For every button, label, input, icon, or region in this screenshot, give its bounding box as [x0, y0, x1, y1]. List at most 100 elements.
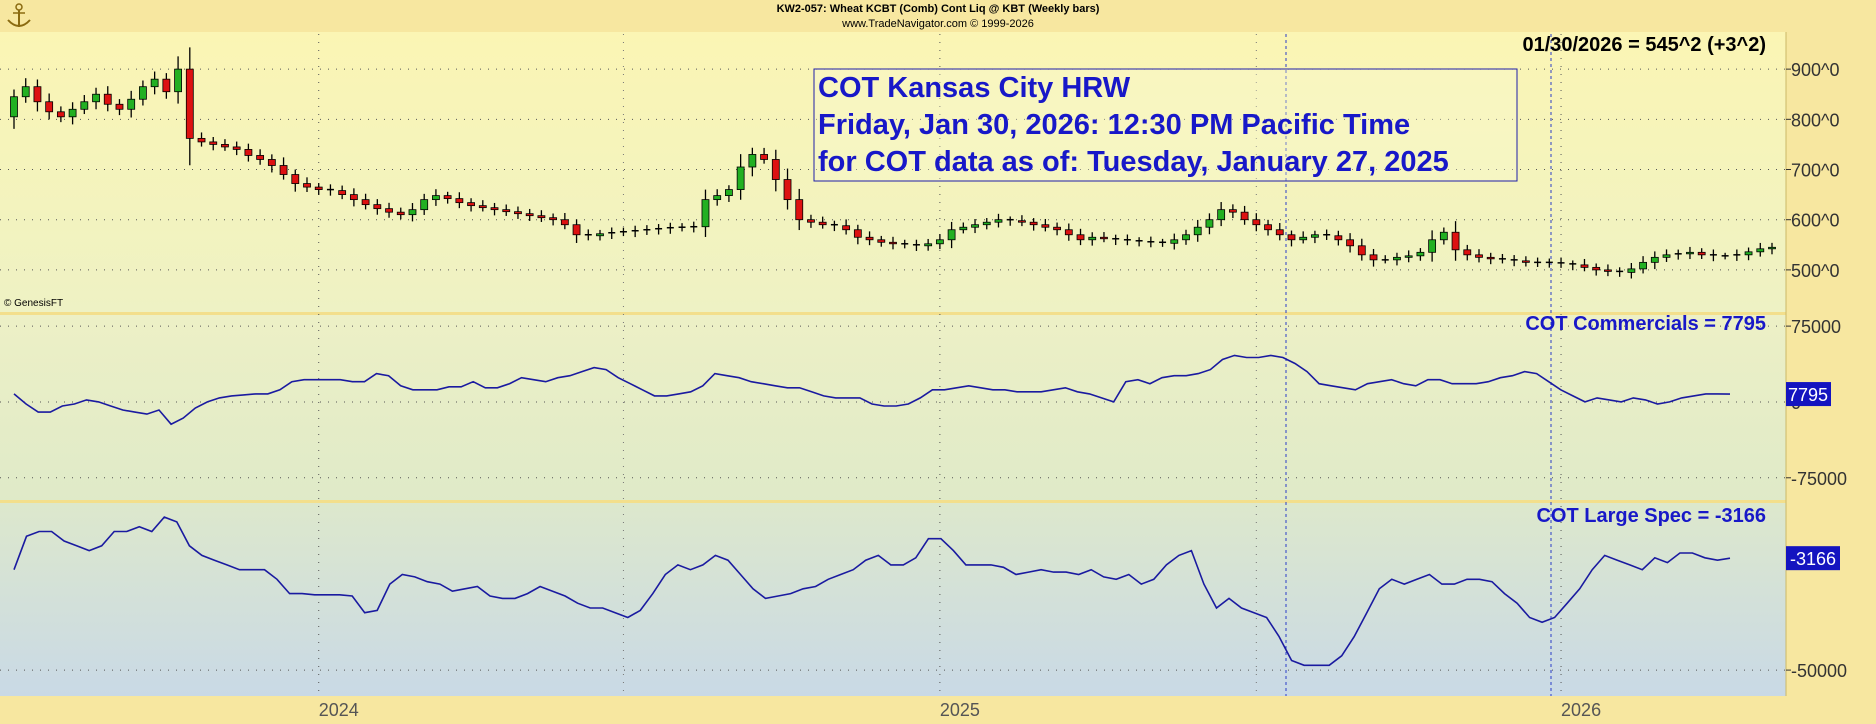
- candle: [338, 185, 347, 200]
- candle: [1357, 238, 1366, 261]
- candle: [1064, 223, 1073, 241]
- candle: [1744, 247, 1753, 261]
- candle: [1311, 230, 1319, 244]
- large-spec-value: -3166: [1790, 549, 1836, 569]
- info-box: [813, 68, 1518, 182]
- candle: [1123, 234, 1131, 246]
- candle: [244, 143, 253, 162]
- candle: [748, 147, 757, 177]
- candle: [643, 225, 651, 235]
- candle: [1650, 251, 1659, 270]
- candle: [889, 236, 897, 250]
- candle: [1756, 242, 1765, 257]
- candle: [971, 219, 979, 234]
- info-box-line-1: COT Kansas City HRW: [818, 72, 1131, 104]
- y-tick-label: 900^0: [1791, 60, 1840, 80]
- candle: [232, 141, 241, 156]
- candle: [924, 238, 933, 251]
- candle: [80, 95, 89, 115]
- anchor-icon: [7, 3, 31, 27]
- axis-ticks: 500^0600^0700^0800^0900^0075000-75000-50…: [319, 60, 1847, 720]
- candle: [1182, 229, 1190, 245]
- candle: [608, 227, 616, 240]
- candle: [185, 47, 194, 166]
- candle: [1252, 213, 1261, 232]
- candle: [197, 132, 206, 147]
- candle: [994, 213, 1003, 228]
- candle: [818, 216, 827, 229]
- candle: [560, 212, 569, 230]
- candle: [432, 189, 440, 206]
- candle: [279, 157, 288, 180]
- candle: [150, 71, 159, 95]
- candle: [1135, 237, 1143, 247]
- candle: [877, 235, 886, 247]
- candle: [1112, 234, 1120, 246]
- candle: [1147, 236, 1155, 248]
- candle: [1709, 249, 1717, 262]
- candle: [209, 136, 218, 151]
- header-strip: [0, 0, 1876, 32]
- candle: [162, 73, 171, 99]
- y-tick-label: 75000: [1791, 317, 1841, 337]
- candle: [901, 239, 909, 249]
- candle: [1592, 263, 1601, 276]
- candle: [502, 204, 511, 216]
- candle: [1006, 216, 1014, 226]
- candle: [760, 147, 768, 164]
- candle: [174, 56, 182, 104]
- candle: [1217, 202, 1226, 227]
- candle: [478, 200, 487, 212]
- candle: [1697, 248, 1706, 260]
- chart-subtitle: www.TradeNavigator.com © 1999-2026: [841, 18, 1034, 30]
- bottom-axis-strip: [0, 696, 1876, 724]
- large-spec-series: [13, 516, 1731, 667]
- candle: [1240, 205, 1249, 225]
- candle: [127, 90, 136, 118]
- candles: [10, 47, 1776, 279]
- large-spec-pane: [0, 502, 1786, 696]
- info-box-line-3: for COT data as of: Tuesday, January 27,…: [818, 146, 1449, 178]
- candle: [1486, 252, 1495, 265]
- commercials-value: 7795: [1788, 385, 1828, 405]
- candle: [385, 202, 393, 218]
- candle: [33, 79, 42, 112]
- info-box-line-2: Friday, Jan 30, 2026: 12:30 PM Pacific T…: [818, 109, 1410, 141]
- candle: [467, 198, 475, 212]
- candle: [572, 219, 581, 243]
- candle: [655, 224, 663, 235]
- candle: [1228, 204, 1237, 219]
- x-tick-label: 2024: [319, 700, 359, 720]
- commercials-pane: [0, 314, 1786, 502]
- candle: [1346, 233, 1354, 253]
- candle: [455, 192, 464, 209]
- candle: [725, 185, 733, 202]
- candle: [1604, 264, 1612, 277]
- large-spec-line: [13, 516, 1731, 667]
- commercials-label: COT Commercials = 7795: [1525, 313, 1766, 335]
- candle: [771, 149, 780, 192]
- y-tick-label: -50000: [1791, 661, 1847, 681]
- candle: [1674, 249, 1682, 260]
- candle: [537, 210, 546, 222]
- candle: [1521, 256, 1530, 267]
- candle: [1369, 248, 1378, 267]
- candle: [959, 222, 968, 234]
- candle: [1498, 253, 1506, 264]
- candle: [1580, 258, 1589, 272]
- candle: [1287, 230, 1296, 247]
- candle: [267, 154, 276, 173]
- candle: [92, 87, 100, 110]
- candle: [1404, 250, 1413, 263]
- candle: [690, 221, 698, 233]
- candle: [303, 177, 311, 192]
- candle: [1475, 249, 1483, 263]
- candle: [830, 220, 838, 232]
- candle: [1768, 242, 1776, 255]
- candle: [326, 184, 334, 196]
- large-spec-label: COT Large Spec = -3166: [1536, 505, 1766, 527]
- price-label: 01/30/2026 = 545^2 (+3^2): [1522, 34, 1766, 56]
- candle: [584, 229, 592, 241]
- candle: [1439, 227, 1448, 245]
